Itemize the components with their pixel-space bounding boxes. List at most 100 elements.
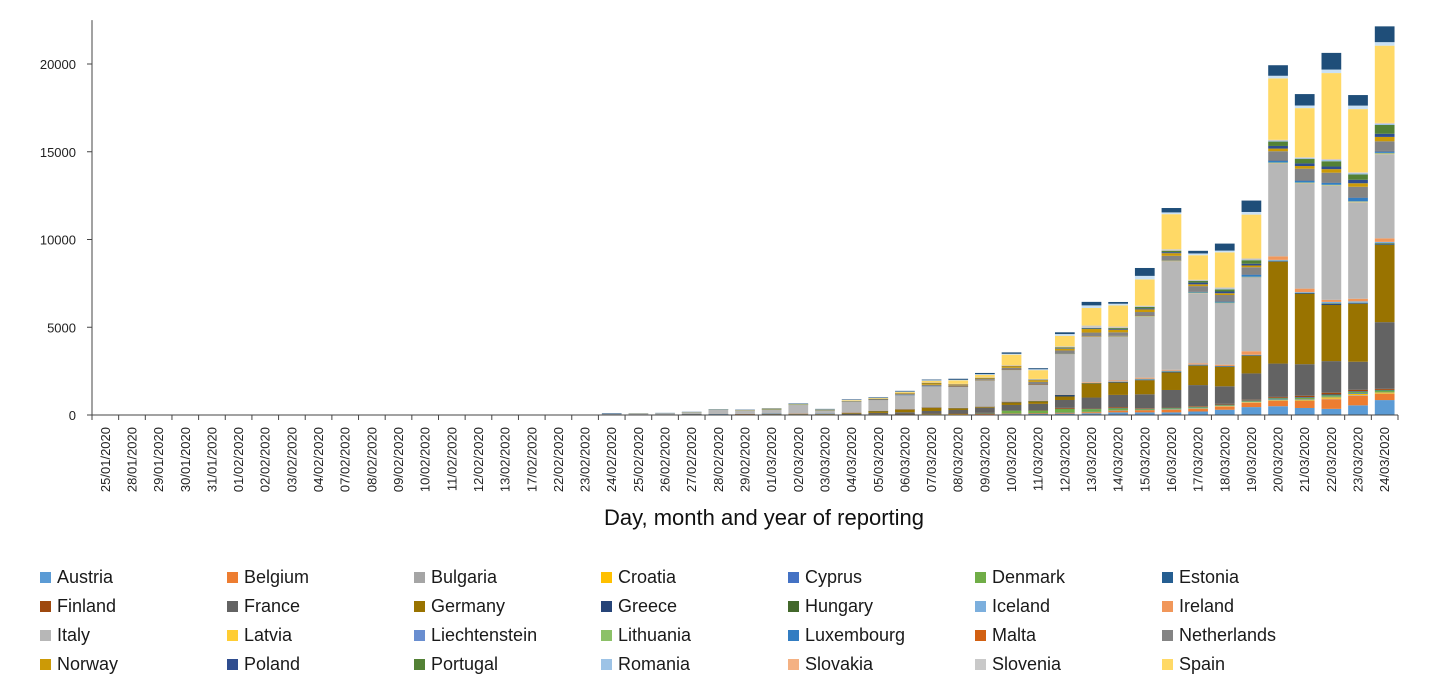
legend-item: Germany: [414, 592, 505, 621]
legend-label: Denmark: [992, 567, 1065, 588]
bar-segment: [1215, 407, 1235, 410]
bar-segment: [1055, 354, 1075, 394]
x-axis-title: Day, month and year of reporting: [604, 505, 924, 530]
bar-segment: [1322, 73, 1342, 159]
x-tick-label: 06/03/2020: [897, 427, 912, 492]
bar-segment: [1242, 259, 1262, 260]
bar-segment: [1322, 395, 1342, 396]
x-tick-label: 03/02/2020: [284, 427, 299, 492]
bar-segment: [1295, 401, 1315, 408]
legend-swatch: [601, 659, 612, 670]
legend-label: Malta: [992, 625, 1036, 646]
bar-segment: [1108, 328, 1128, 329]
bar-segment: [1135, 408, 1155, 409]
bar-segment: [1242, 373, 1262, 399]
bar-segment: [1108, 381, 1128, 382]
bar-segment: [1188, 292, 1208, 293]
bar-segment: [1348, 301, 1368, 302]
bar-segment: [1375, 390, 1395, 392]
bar-segment: [1242, 212, 1262, 215]
bar-segment: [922, 411, 942, 414]
legend-swatch: [40, 659, 51, 670]
bar-segment: [1348, 95, 1368, 106]
bar-segment: [1055, 348, 1075, 349]
bar-segment: [948, 410, 968, 414]
legend-label: Belgium: [244, 567, 309, 588]
bar-segment: [1295, 400, 1315, 401]
bar-segment: [948, 379, 968, 380]
legend-label: Slovenia: [992, 654, 1061, 675]
bar-segment: [1162, 372, 1182, 390]
bar-segment: [1375, 245, 1395, 322]
bar-segment: [1268, 78, 1288, 139]
bar-segment: [1215, 295, 1235, 301]
legend-item: Poland: [227, 650, 300, 679]
bar-segment: [1162, 250, 1182, 251]
legend-item: Bulgaria: [414, 563, 497, 592]
legend-item: Portugal: [414, 650, 498, 679]
bar-segment: [1002, 410, 1022, 413]
x-tick-label: 07/03/2020: [924, 427, 939, 492]
bar-segment: [1162, 256, 1182, 260]
bar-segment: [1242, 260, 1262, 264]
bar-segment: [948, 380, 968, 384]
bar-segment: [1348, 172, 1368, 173]
legend-item: Malta: [975, 621, 1036, 650]
legend-item: Estonia: [1162, 563, 1239, 592]
bar-segment: [1162, 249, 1182, 250]
bar-segment: [1082, 337, 1102, 383]
bar-segment: [948, 387, 968, 408]
legend-label: Cyprus: [805, 567, 862, 588]
bar-segment: [1242, 356, 1262, 374]
bar-segment: [922, 380, 942, 381]
bar-segment: [1108, 327, 1128, 328]
bar-segment: [1375, 389, 1395, 390]
bar-segment: [1348, 392, 1368, 393]
bar-segment: [1295, 158, 1315, 159]
bar-segment: [1322, 303, 1342, 304]
y-tick-label: 15000: [40, 145, 76, 160]
x-tick-label: 23/03/2020: [1351, 427, 1366, 492]
bar-segment: [1135, 268, 1155, 276]
bar-segment: [1215, 405, 1235, 406]
bar-segment: [1295, 183, 1315, 288]
bar-segment: [1375, 125, 1395, 134]
x-tick-label: 11/03/2020: [1031, 427, 1046, 491]
bar-segment: [1055, 332, 1075, 334]
x-tick-label: 01/02/2020: [231, 427, 246, 492]
x-tick-label: 26/02/2020: [658, 427, 673, 492]
legend-label: Hungary: [805, 596, 873, 617]
x-tick-label: 04/03/2020: [844, 427, 859, 492]
bar-segment: [1162, 253, 1182, 256]
legend-label: Netherlands: [1179, 625, 1276, 646]
bar-segment: [1215, 367, 1235, 386]
bar-segment: [1268, 261, 1288, 262]
bar-segment: [1322, 167, 1342, 170]
bar-segment: [975, 375, 995, 378]
bar-segment: [1188, 365, 1208, 366]
legend-item: Croatia: [601, 563, 676, 592]
bar-segment: [1348, 396, 1368, 406]
bar-segment: [1188, 366, 1208, 385]
x-tick-label: 31/01/2020: [204, 427, 219, 492]
bar-segment: [1242, 215, 1262, 259]
legend-swatch: [601, 630, 612, 641]
x-tick-label: 25/01/2020: [98, 427, 113, 492]
bar-segment: [1188, 406, 1208, 407]
bar-segment: [975, 408, 995, 413]
bar-segment: [1108, 380, 1128, 381]
legend-item: Norway: [40, 650, 118, 679]
bar-segment: [895, 412, 915, 414]
bar-segment: [1375, 242, 1395, 243]
bar-segment: [1082, 409, 1102, 412]
bar-segment: [1348, 405, 1368, 415]
bar-segment: [1135, 309, 1155, 312]
bar-segment: [1082, 408, 1102, 409]
bar-segment: [1215, 404, 1235, 405]
bar-segment: [1162, 208, 1182, 212]
bar-segment: [1348, 362, 1368, 390]
bar-segment: [1375, 394, 1395, 400]
legend-swatch: [1162, 572, 1173, 583]
bar-segment: [1135, 379, 1155, 380]
